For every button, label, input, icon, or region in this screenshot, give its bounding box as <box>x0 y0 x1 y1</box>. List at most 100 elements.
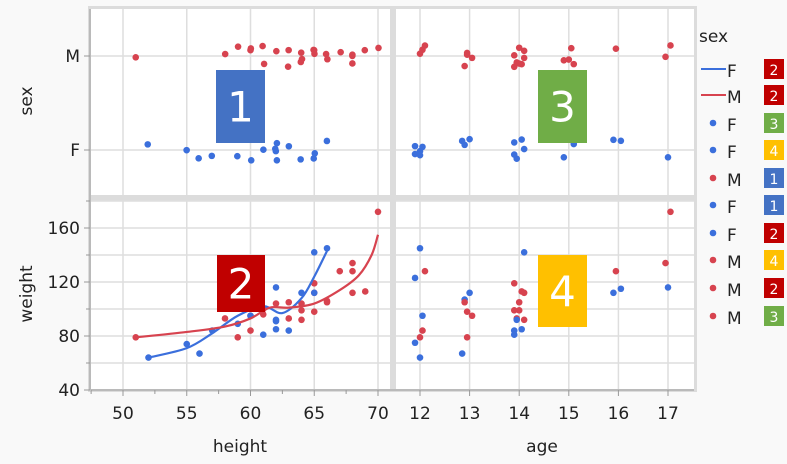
data-point-M <box>221 50 229 58</box>
data-point-F <box>273 157 281 164</box>
data-point-M <box>285 315 293 322</box>
legend-badge <box>764 195 784 215</box>
data-point-F <box>310 249 318 256</box>
y-tick-label: 40 <box>58 381 80 401</box>
data-point-M <box>565 56 573 63</box>
data-point-M <box>310 308 318 316</box>
legend-dot-icon <box>709 256 717 264</box>
x-tick-label: 55 <box>176 404 198 424</box>
legend-badge <box>764 140 784 160</box>
legend-label: M <box>727 88 742 108</box>
legend-dot-icon <box>709 119 717 127</box>
legend-dot-icon <box>709 201 717 209</box>
panel-label-box <box>538 255 587 327</box>
x-tick-label: 60 <box>240 404 262 424</box>
legend-badge-number: 4 <box>770 144 779 160</box>
legend-badge-number: 1 <box>770 172 779 188</box>
x-tick-label: 65 <box>303 404 325 424</box>
data-point-M <box>298 316 305 324</box>
panel-label-number: 1 <box>227 83 254 132</box>
legend-badge <box>764 278 784 298</box>
data-point-M <box>515 60 523 67</box>
data-point-F <box>560 153 568 161</box>
data-point-F <box>664 284 672 291</box>
data-point-M <box>361 46 369 54</box>
panel-label-1: 1 <box>216 70 265 143</box>
data-point-M <box>463 51 471 59</box>
data-point-F <box>466 135 473 143</box>
data-point-F <box>458 350 466 357</box>
panel-label-3: 3 <box>538 70 587 143</box>
data-point-M <box>468 312 476 320</box>
data-point-M <box>515 44 523 52</box>
x-tick-label: 14 <box>508 404 530 424</box>
data-point-M <box>468 54 476 62</box>
data-point-M <box>323 298 331 306</box>
legend-label: F <box>727 226 737 246</box>
data-point-F <box>411 274 419 282</box>
data-point-F <box>297 156 304 163</box>
data-point-M <box>510 307 518 314</box>
data-point-M <box>273 47 280 55</box>
panel-label-box <box>216 70 265 143</box>
data-point-M <box>570 60 578 68</box>
data-point-F <box>144 141 152 148</box>
data-point-F <box>323 244 331 252</box>
legend-badge <box>764 168 784 188</box>
y-tick-label: 120 <box>48 273 80 293</box>
data-point-F <box>411 142 419 150</box>
data-point-F <box>510 151 518 158</box>
legend-badge <box>764 223 784 243</box>
data-point-F <box>664 153 672 161</box>
legend-label: F <box>727 116 737 136</box>
data-point-M <box>461 298 468 306</box>
data-point-F <box>411 150 419 158</box>
legend-label: M <box>727 253 742 273</box>
data-point-M <box>349 267 356 275</box>
legend-badge-number: 2 <box>770 227 779 243</box>
data-point-M <box>349 51 356 58</box>
data-point-F <box>520 249 528 256</box>
data-point-F <box>416 151 424 159</box>
data-point-M <box>520 289 528 297</box>
x-axis-label-age: age <box>526 437 558 457</box>
data-point-M <box>285 298 293 306</box>
y-tick-label: F <box>70 141 80 161</box>
legend-dot-icon <box>709 146 717 154</box>
legend-label: M <box>727 281 742 301</box>
panel-label-number: 2 <box>228 260 255 309</box>
data-point-M <box>416 50 424 57</box>
panel-label-number: 4 <box>549 267 576 316</box>
data-point-M <box>612 45 620 53</box>
data-point-M <box>234 334 242 341</box>
data-point-F <box>513 316 521 324</box>
data-point-F <box>285 327 293 334</box>
data-point-M <box>349 289 356 297</box>
data-point-M <box>298 307 305 314</box>
legend-label: M <box>727 171 742 191</box>
data-point-F <box>323 137 331 145</box>
data-point-M <box>520 54 528 62</box>
data-point-F <box>520 145 528 153</box>
data-point-F <box>145 354 152 361</box>
data-point-M <box>374 208 382 216</box>
data-point-M <box>567 44 575 52</box>
x-tick-label: 15 <box>558 404 580 424</box>
data-point-M <box>662 259 669 267</box>
smoother-line-M <box>135 234 380 339</box>
legend-dot-icon <box>709 312 717 320</box>
data-point-F <box>419 143 426 151</box>
legend-badge-number: 3 <box>770 117 779 133</box>
data-point-M <box>463 308 471 316</box>
data-point-F <box>272 317 280 325</box>
legend-badge <box>764 85 784 105</box>
data-point-M <box>132 334 140 341</box>
x-tick-label: 16 <box>608 404 630 424</box>
data-point-M <box>667 208 674 216</box>
